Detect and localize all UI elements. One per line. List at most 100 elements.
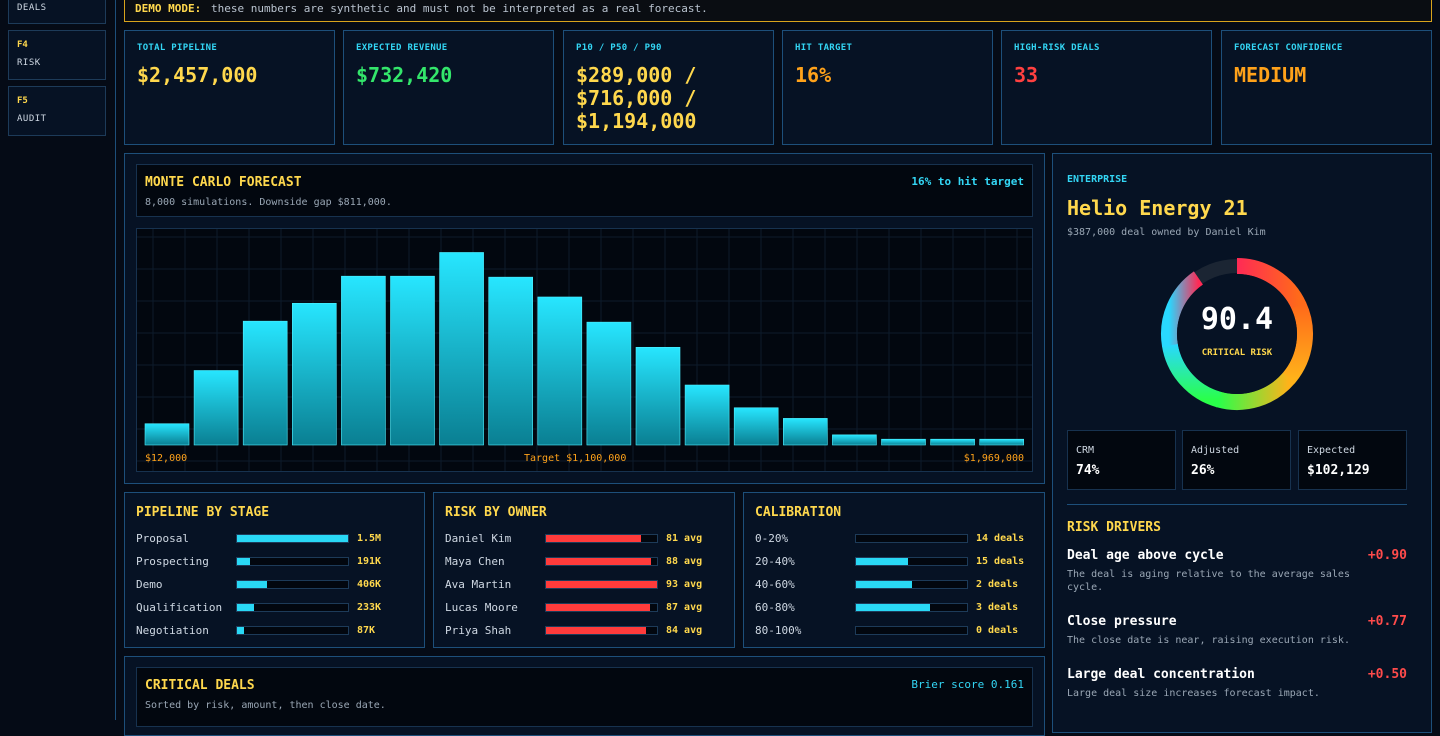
kpi-value: $2,457,000 [137, 63, 258, 87]
row-value: 406K [357, 579, 382, 590]
bar-fill [546, 535, 642, 542]
forecast-subtitle: 8,000 simulations. Downside gap $811,000… [145, 197, 392, 208]
histogram-bar [832, 434, 877, 446]
deal-name: Helio Energy 21 [1067, 196, 1248, 220]
driver-title: Deal age above cycle [1067, 548, 1224, 563]
kpi-label: EXPECTED REVENUE [356, 43, 448, 53]
kpi-value: 16% [795, 63, 832, 87]
histogram-bar [684, 384, 730, 446]
row-label: Demo [136, 578, 163, 591]
x-axis-max-label: $1,969,000 [963, 453, 1024, 464]
risk-by-owner-panel: RISK BY OWNER Daniel Kim 81 avg Maya Chen 8… [433, 492, 735, 648]
demo-mode-text: these numbers are synthetic and must not… [211, 2, 708, 15]
row-value: 1.5M [357, 533, 382, 544]
row-label: Daniel Kim [445, 532, 512, 545]
row-label: Maya Chen [445, 555, 505, 568]
histogram-bar [881, 438, 926, 446]
nav-item-risk[interactable]: F4 RISK [8, 30, 106, 80]
bar-track [855, 557, 968, 566]
kpi-expected-revenue: EXPECTED REVENUE $732,420 [343, 30, 554, 145]
bar-track [545, 557, 658, 566]
histogram-bar [635, 346, 681, 446]
histogram-bar [979, 438, 1025, 446]
kpi-forecast-confidence: FORECAST CONFIDENCE MEDIUM [1221, 30, 1432, 145]
row-label: Negotiation [136, 624, 209, 637]
sidebar: DEALS F4 RISK F5 AUDIT [0, 0, 116, 720]
histogram-bar [930, 438, 975, 446]
critical-deals-title: CRITICAL DEALS [145, 678, 255, 693]
driver-title: Large deal concentration [1067, 667, 1255, 682]
critical-deals-header: CRITICAL DEALS Brier score 0.161 Sorted … [136, 667, 1033, 727]
row-label: Lucas Moore [445, 601, 518, 614]
bar-fill [856, 604, 931, 611]
row-label: Prospecting [136, 555, 209, 568]
monte-carlo-panel: MONTE CARLO FORECAST 16% to hit target 8… [124, 153, 1045, 484]
crm-probability-box: CRM 74% [1067, 430, 1176, 490]
driver-description: The close date is near, raising executio… [1067, 635, 1350, 646]
kpi-label: FORECAST CONFIDENCE [1234, 43, 1343, 53]
bar-fill [546, 581, 657, 588]
expected-value-box: Expected $102,129 [1298, 430, 1407, 490]
bar-fill [237, 604, 254, 611]
row-label: 80-100% [755, 624, 802, 637]
nav-item-audit[interactable]: F5 AUDIT [8, 86, 106, 136]
risk-score-label: CRITICAL RISK [1201, 348, 1273, 358]
histogram-svg [137, 229, 1032, 471]
nav-label: AUDIT [17, 114, 47, 124]
row-label: Ava Martin [445, 578, 512, 591]
x-axis-min-label: $12,000 [145, 453, 188, 464]
box-label: Adjusted [1191, 445, 1240, 456]
bar-fill [856, 558, 909, 565]
row-value: 191K [357, 556, 382, 567]
row-label: Proposal [136, 532, 189, 545]
histogram-bar [242, 320, 288, 446]
adjusted-probability-box: Adjusted 26% [1182, 430, 1291, 490]
histogram-bar [390, 275, 435, 446]
bar-track [236, 557, 349, 566]
forecast-target-badge: 16% to hit target [911, 175, 1024, 188]
row-value: 14 deals [976, 533, 1025, 544]
kpi-value: MEDIUM [1234, 63, 1307, 87]
brier-score-badge: Brier score 0.161 [911, 678, 1024, 691]
nav-item-deals[interactable]: DEALS [8, 0, 106, 24]
kpi-label: HIT TARGET [795, 43, 853, 53]
row-value: 0 deals [976, 625, 1019, 636]
demo-mode-label: DEMO MODE: [135, 2, 202, 15]
histogram-bar [537, 296, 583, 446]
bar-track [855, 603, 968, 612]
histogram-bar [782, 418, 828, 446]
driver-description: Large deal size increases forecast impac… [1067, 688, 1320, 699]
gauge-arc [1236, 258, 1307, 310]
panel-title: RISK BY OWNER [445, 505, 547, 520]
nav-label: RISK [17, 58, 41, 68]
row-label: 20-40% [755, 555, 795, 568]
forecast-title: MONTE CARLO FORECAST [145, 175, 302, 190]
kpi-total-pipeline: TOTAL PIPELINE $2,457,000 [124, 30, 335, 145]
bar-track [545, 626, 658, 635]
deal-detail-panel: ENTERPRISE Helio Energy 21 $387,000 deal… [1052, 153, 1432, 733]
critical-deals-panel: CRITICAL DEALS Brier score 0.161 Sorted … [124, 656, 1045, 736]
box-label: Expected [1307, 445, 1356, 456]
row-value: 15 deals [976, 556, 1025, 567]
nav-shortcut-key: F4 [17, 40, 28, 50]
kpi-percentiles: P10 / P50 / P90 $289,000 / $716,000 / $1… [563, 30, 774, 145]
gauge-arc [1282, 301, 1313, 384]
row-value: 2 deals [976, 579, 1019, 590]
histogram-bar [733, 407, 779, 446]
nav-shortcut-key: F5 [17, 96, 28, 106]
bar-fill [546, 627, 646, 634]
row-value: 87K [357, 625, 376, 636]
kpi-label: HIGH-RISK DEALS [1014, 43, 1100, 53]
row-label: 40-60% [755, 578, 795, 591]
row-value: 88 avg [666, 556, 703, 567]
driver-description: The deal is aging relative to the averag… [1067, 569, 1350, 593]
driver-title: Close pressure [1067, 614, 1177, 629]
risk-drivers-title: RISK DRIVERS [1067, 520, 1161, 535]
deal-segment: ENTERPRISE [1067, 174, 1128, 185]
histogram-bar [292, 302, 337, 446]
kpi-high-risk-deals: HIGH-RISK DEALS 33 [1001, 30, 1212, 145]
row-value: 87 avg [666, 602, 703, 613]
bar-fill [546, 604, 651, 611]
histogram-bar [439, 252, 484, 446]
kpi-value: 33 [1014, 63, 1039, 87]
